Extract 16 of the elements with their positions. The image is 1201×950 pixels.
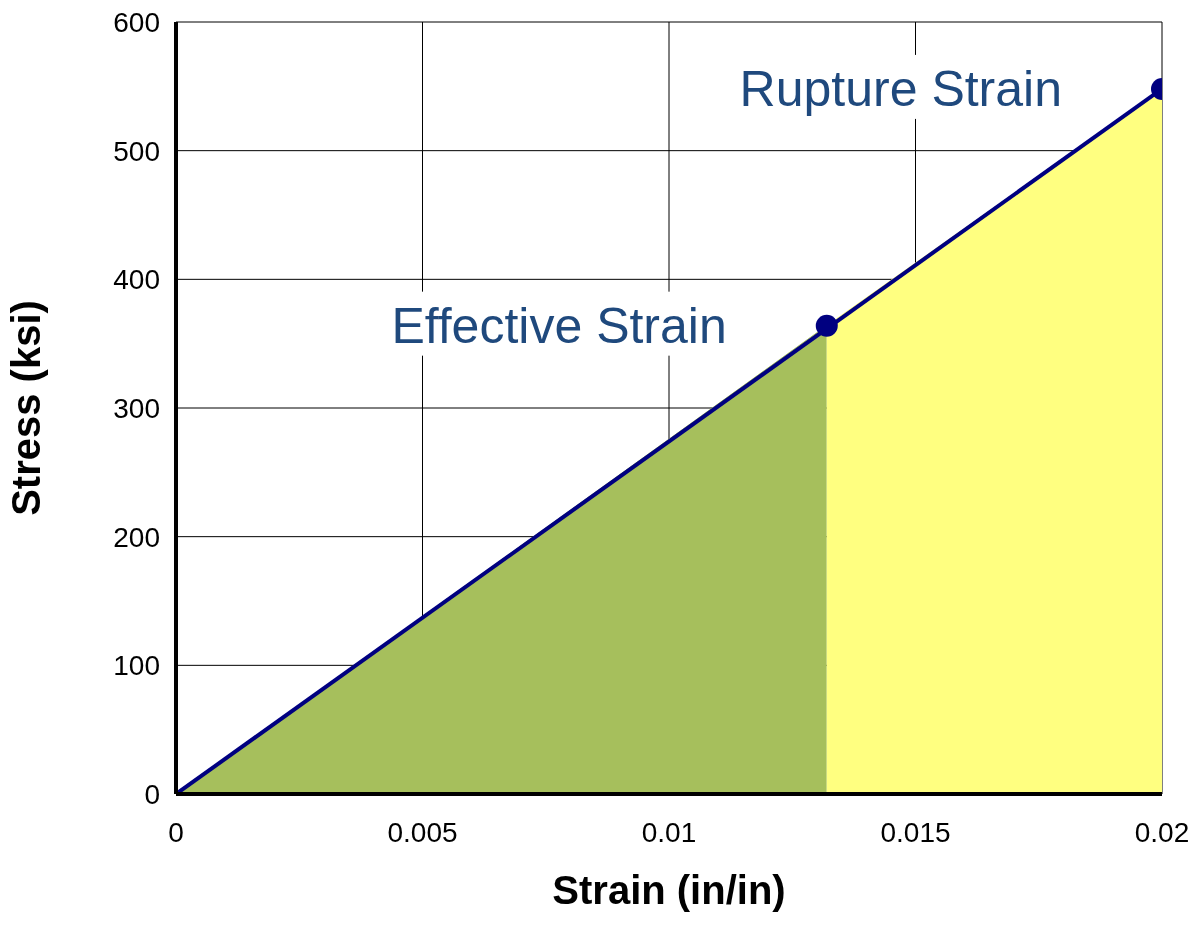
x-tick-label: 0.005	[387, 816, 458, 848]
x-tick-label: 0	[168, 816, 184, 848]
y-tick-label: 0	[144, 778, 160, 810]
annotation: Effective Strain	[391, 297, 727, 354]
y-tick-label: 400	[113, 264, 160, 296]
y-tick-label: 200	[113, 521, 160, 553]
y-tick-label: 600	[113, 6, 160, 38]
x-tick-label: 0.02	[1134, 816, 1190, 848]
x-tick-label: 0.015	[880, 816, 951, 848]
x-tick-label: 0.01	[641, 816, 697, 848]
y-tick-label: 300	[113, 392, 160, 424]
annotation: Rupture Strain	[739, 60, 1062, 117]
y-axis-title: Stress (ksi)	[4, 300, 49, 516]
y-tick-label: 500	[113, 135, 160, 167]
y-tick-label: 100	[113, 650, 160, 682]
x-axis-title: Strain (in/in)	[552, 868, 786, 912]
